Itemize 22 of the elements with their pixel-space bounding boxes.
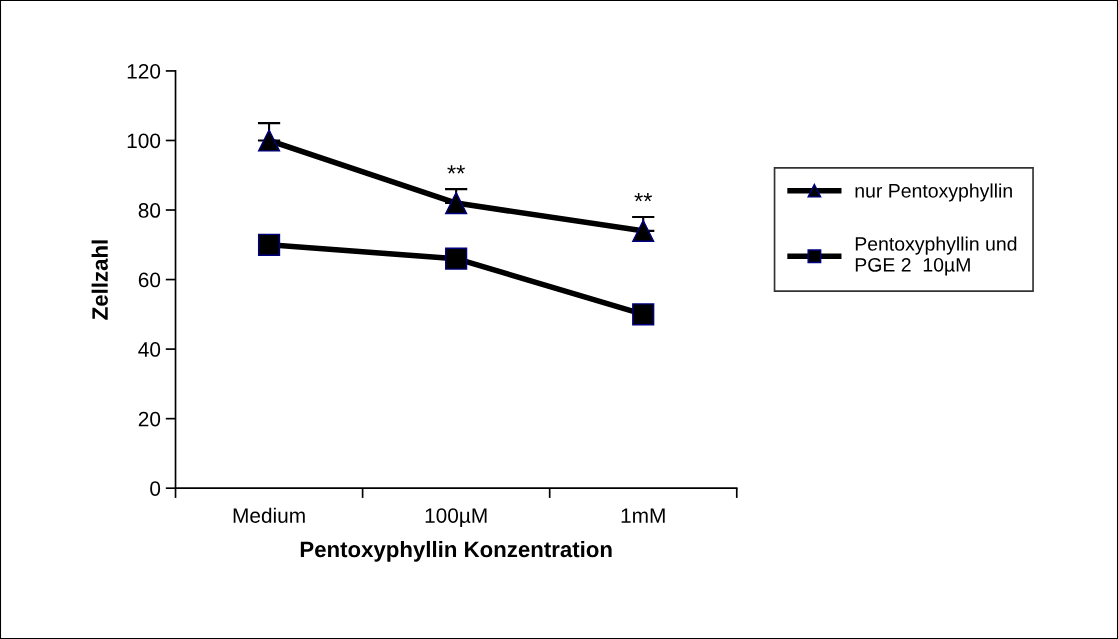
point [445,247,468,270]
y-tick-label: 120 [127,63,161,79]
point [632,219,655,242]
annotation: ** [447,165,465,174]
y-tick-label: 0 [150,481,161,496]
y-tick-label: 40 [138,342,161,357]
point [445,191,468,215]
y-tick-label: 20 [138,411,161,427]
y-tick-label: 100 [127,133,161,149]
point [257,129,281,152]
x-axis-title: Pentoxyphyllin Konzentration [300,540,612,562]
x-tick-label: 1mM [621,508,665,523]
x-tick-label: 100µM [425,508,487,528]
y-tick-label: 80 [138,203,161,218]
legend-label: nur Pentoxyphyllin [855,183,1012,202]
point [632,303,655,326]
point [257,233,281,256]
legend-label: Pentoxyphyllin und PGE 2 10µM [855,236,1017,276]
y-axis-title: Zellzahl [91,240,108,320]
x-tick-label: Medium [233,507,305,523]
y-tick-label: 60 [138,272,161,288]
annotation: ** [634,193,653,202]
